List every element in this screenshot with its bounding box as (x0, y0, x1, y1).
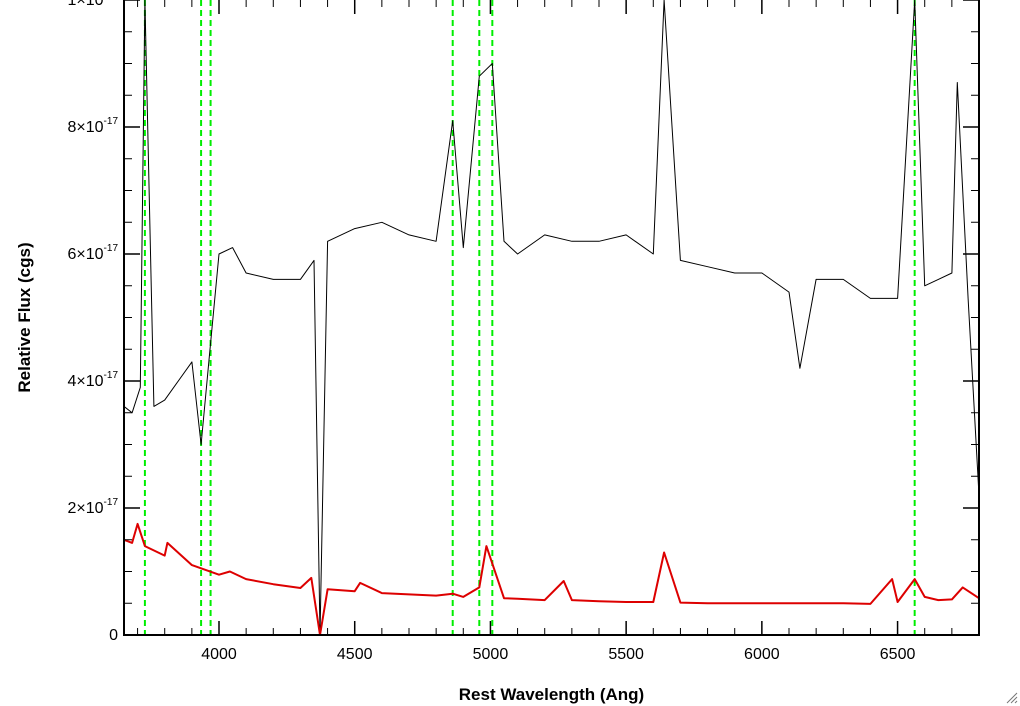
y-tick-label: 0 (109, 627, 118, 644)
series-group (123, 0, 980, 636)
y-axis-ticks: 0 2×10-17 4×10-17 6×10-17 8×10-17 1×10-16 (68, 0, 979, 644)
plot-frame (123, 0, 980, 636)
x-tick-label: 6000 (744, 646, 780, 663)
y-tick-label: 6×10-17 (68, 243, 119, 263)
reference-lines-group (143, 0, 916, 635)
x-tick-label: 5500 (608, 646, 644, 663)
y-tick-label: 2×10-17 (68, 497, 119, 517)
series-line-1 (123, 522, 980, 636)
x-axis-ticks: 4000 4500 5000 5500 6000 6500 (137, 0, 980, 663)
series-line-0 (123, 0, 980, 636)
x-tick-label: 4500 (337, 646, 373, 663)
y-tick-label: 8×10-17 (68, 116, 119, 136)
resize-grip-icon[interactable] (1006, 692, 1018, 704)
x-tick-label: 5000 (473, 646, 509, 663)
y-tick-label: 4×10-17 (68, 370, 119, 390)
y-axis-title: Relative Flux (cgs) (15, 242, 34, 392)
y-tick-label: 1×10-16 (68, 0, 119, 9)
x-axis-title: Rest Wavelength (Ang) (459, 685, 644, 704)
x-tick-label: 6500 (880, 646, 916, 663)
x-tick-label: 4000 (201, 646, 237, 663)
